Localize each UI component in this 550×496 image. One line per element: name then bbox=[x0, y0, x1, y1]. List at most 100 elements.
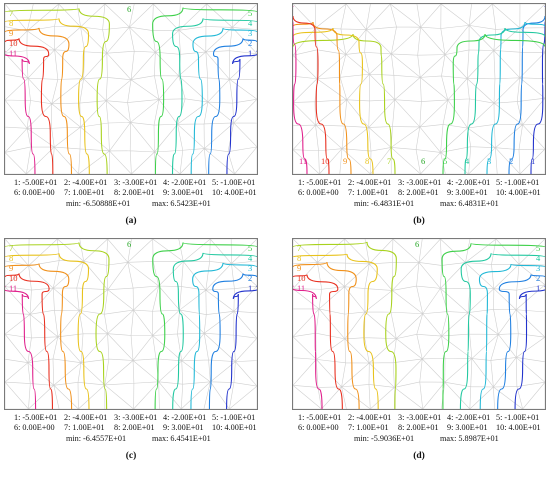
contour-label-6: 6 bbox=[421, 156, 425, 166]
contour-label-9: 9 bbox=[343, 156, 347, 166]
legend-item: 9: 3.00E+01 bbox=[163, 423, 204, 433]
contour-plot: 11 10 9 8 7 6 5 4 3 2 1 bbox=[292, 238, 546, 410]
contour-label-6: 6 bbox=[415, 239, 419, 249]
contour-label-2: 2 bbox=[509, 156, 513, 166]
legend: 1: -5.00E+01 2: -4.00E+01 3: -3.00E+01 4… bbox=[0, 178, 262, 209]
contour-line-10 bbox=[5, 38, 54, 174]
contour-label-2: 2 bbox=[248, 273, 252, 283]
contour-label-10: 10 bbox=[9, 38, 18, 48]
legend-row-1: 1: -5.00E+01 2: -4.00E+01 3: -3.00E+01 4… bbox=[288, 413, 550, 423]
min-value: min: -5.9036E+01 bbox=[354, 433, 415, 443]
legend-item: 10: 4.00E+01 bbox=[212, 188, 257, 198]
panel-caption: (c) bbox=[125, 451, 137, 461]
legend-item: 3: -3.00E+01 bbox=[398, 413, 442, 422]
legend-item: 3: -3.00E+01 bbox=[114, 413, 158, 422]
legend-item: 2: -4.00E+01 bbox=[348, 178, 392, 187]
legend-item: 10: 4.00E+01 bbox=[496, 188, 541, 198]
contour-label-2: 2 bbox=[536, 273, 540, 283]
legend-item: 6: 0.00E+00 bbox=[298, 188, 339, 198]
min-max-row: min: -5.9036E+01 max: 5.8987E+01 bbox=[288, 434, 550, 444]
legend-item: 2: -4.00E+01 bbox=[64, 413, 108, 422]
contour-label-5: 5 bbox=[443, 156, 447, 166]
legend-item: 5: -1.00E+01 bbox=[496, 413, 540, 422]
contour-line-5 bbox=[152, 241, 257, 409]
legend-item: 9: 3.00E+01 bbox=[447, 423, 488, 433]
contour-label-8: 8 bbox=[365, 156, 369, 166]
contour-line-4 bbox=[459, 252, 545, 409]
contour-label-7: 7 bbox=[9, 8, 13, 18]
contour-label-11: 11 bbox=[297, 283, 305, 293]
contour-label-10: 10 bbox=[321, 156, 330, 166]
contour-line-9 bbox=[293, 21, 352, 174]
min-max-row: min: -6.4557E+01 max: 6.4541E+01 bbox=[0, 434, 262, 444]
legend-item: 4: -2.00E+01 bbox=[447, 178, 491, 187]
contour-label-8: 8 bbox=[9, 253, 13, 263]
contour-label-2: 2 bbox=[248, 38, 252, 48]
legend-item: 8: 2.00E+01 bbox=[398, 423, 439, 433]
contour-line-5 bbox=[442, 33, 545, 174]
contour-label-11: 11 bbox=[9, 283, 17, 293]
min-value: min: -6.4557E+01 bbox=[66, 433, 127, 443]
contour-line-10 bbox=[293, 15, 330, 174]
contour-label-1: 1 bbox=[248, 48, 252, 58]
contour-line-1 bbox=[226, 285, 257, 409]
min-value: min: -6.4831E+01 bbox=[354, 198, 415, 208]
contour-label-5: 5 bbox=[248, 8, 252, 18]
legend-item: 5: -1.00E+01 bbox=[496, 178, 540, 187]
panel-c: 11 10 9 8 7 6 5 4 3 2 1 1: -5.00E+01 2: -4.00E+01 … bbox=[0, 235, 262, 467]
max-value: max: 6.4541E+01 bbox=[152, 433, 211, 443]
legend-item: 6: 0.00E+00 bbox=[14, 423, 55, 433]
legend-item: 3: -3.00E+01 bbox=[398, 178, 442, 187]
panel-caption: (d) bbox=[413, 451, 425, 461]
contour-line-8 bbox=[293, 27, 374, 174]
legend-item: 8: 2.00E+01 bbox=[114, 188, 155, 198]
legend-item: 10: 4.00E+01 bbox=[212, 423, 257, 433]
contour-label-4: 4 bbox=[248, 253, 253, 263]
legend-row-1: 1: -5.00E+01 2: -4.00E+01 3: -3.00E+01 4… bbox=[0, 413, 262, 423]
legend: 1: -5.00E+01 2: -4.00E+01 3: -3.00E+01 4… bbox=[288, 413, 550, 444]
contour-plot: 11 10 9 8 7 6 5 4 3 2 1 bbox=[4, 3, 258, 175]
contour-label-3: 3 bbox=[487, 156, 491, 166]
max-value: max: 6.5423E+01 bbox=[152, 198, 211, 208]
panel-d: 11 10 9 8 7 6 5 4 3 2 1 1: -5.00E+01 2: -4.00E+01 … bbox=[288, 235, 550, 467]
contour-label-9: 9 bbox=[9, 263, 13, 273]
contour-line-1 bbox=[530, 6, 545, 174]
legend-item: 10: 4.00E+01 bbox=[496, 423, 541, 433]
contour-label-10: 10 bbox=[297, 273, 306, 283]
contour-plot: 11 10 9 8 7 6 5 4 3 2 1 bbox=[4, 238, 258, 410]
min-max-row: min: -6.4831E+01 max: 6.4831E+01 bbox=[288, 199, 550, 209]
contour-label-9: 9 bbox=[9, 28, 13, 38]
contour-label-5: 5 bbox=[248, 243, 252, 253]
contour-line-11 bbox=[293, 285, 323, 409]
legend-item: 7: 1.00E+01 bbox=[64, 423, 105, 433]
contour-line-4 bbox=[464, 27, 545, 174]
contour-label-9: 9 bbox=[297, 263, 301, 273]
panel-b: 11 10 9 8 7 6 5 4 3 2 1 1: -5.00E+01 2: -4.00E+01 … bbox=[288, 0, 550, 232]
panel-a: 11 10 9 8 7 6 5 4 3 2 1 1: -5.00E+01 2: -4.00E+01 … bbox=[0, 0, 262, 232]
legend-row-1: 1: -5.00E+01 2: -4.00E+01 3: -3.00E+01 4… bbox=[288, 178, 550, 188]
legend-item: 3: -3.00E+01 bbox=[114, 178, 158, 187]
contour-line-4 bbox=[171, 17, 257, 174]
legend-item: 1: -5.00E+01 bbox=[14, 178, 58, 187]
legend-item: 9: 3.00E+01 bbox=[163, 188, 204, 198]
legend-item: 1: -5.00E+01 bbox=[14, 413, 58, 422]
mesh-grid bbox=[5, 239, 257, 409]
legend-row-2: 6: 0.00E+00 7: 1.00E+01 8: 2.00E+01 9: 3… bbox=[288, 423, 550, 433]
contour-label-3: 3 bbox=[248, 263, 252, 273]
legend-row-1: 1: -5.00E+01 2: -4.00E+01 3: -3.00E+01 4… bbox=[0, 178, 262, 188]
contour-line-8 bbox=[5, 17, 90, 174]
contour-label-7: 7 bbox=[387, 156, 391, 166]
contour-label-4: 4 bbox=[536, 253, 541, 263]
legend: 1: -5.00E+01 2: -4.00E+01 3: -3.00E+01 4… bbox=[0, 413, 262, 444]
contour-line-1 bbox=[226, 50, 257, 174]
legend-row-2: 6: 0.00E+00 7: 1.00E+01 8: 2.00E+01 9: 3… bbox=[0, 423, 262, 433]
contour-label-7: 7 bbox=[297, 243, 301, 253]
contour-label-11: 11 bbox=[9, 48, 17, 58]
panel-caption: (b) bbox=[413, 216, 425, 226]
legend-item: 4: -2.00E+01 bbox=[163, 178, 207, 187]
contour-label-3: 3 bbox=[248, 28, 252, 38]
legend-item: 8: 2.00E+01 bbox=[114, 423, 155, 433]
contour-line-8 bbox=[293, 253, 379, 409]
